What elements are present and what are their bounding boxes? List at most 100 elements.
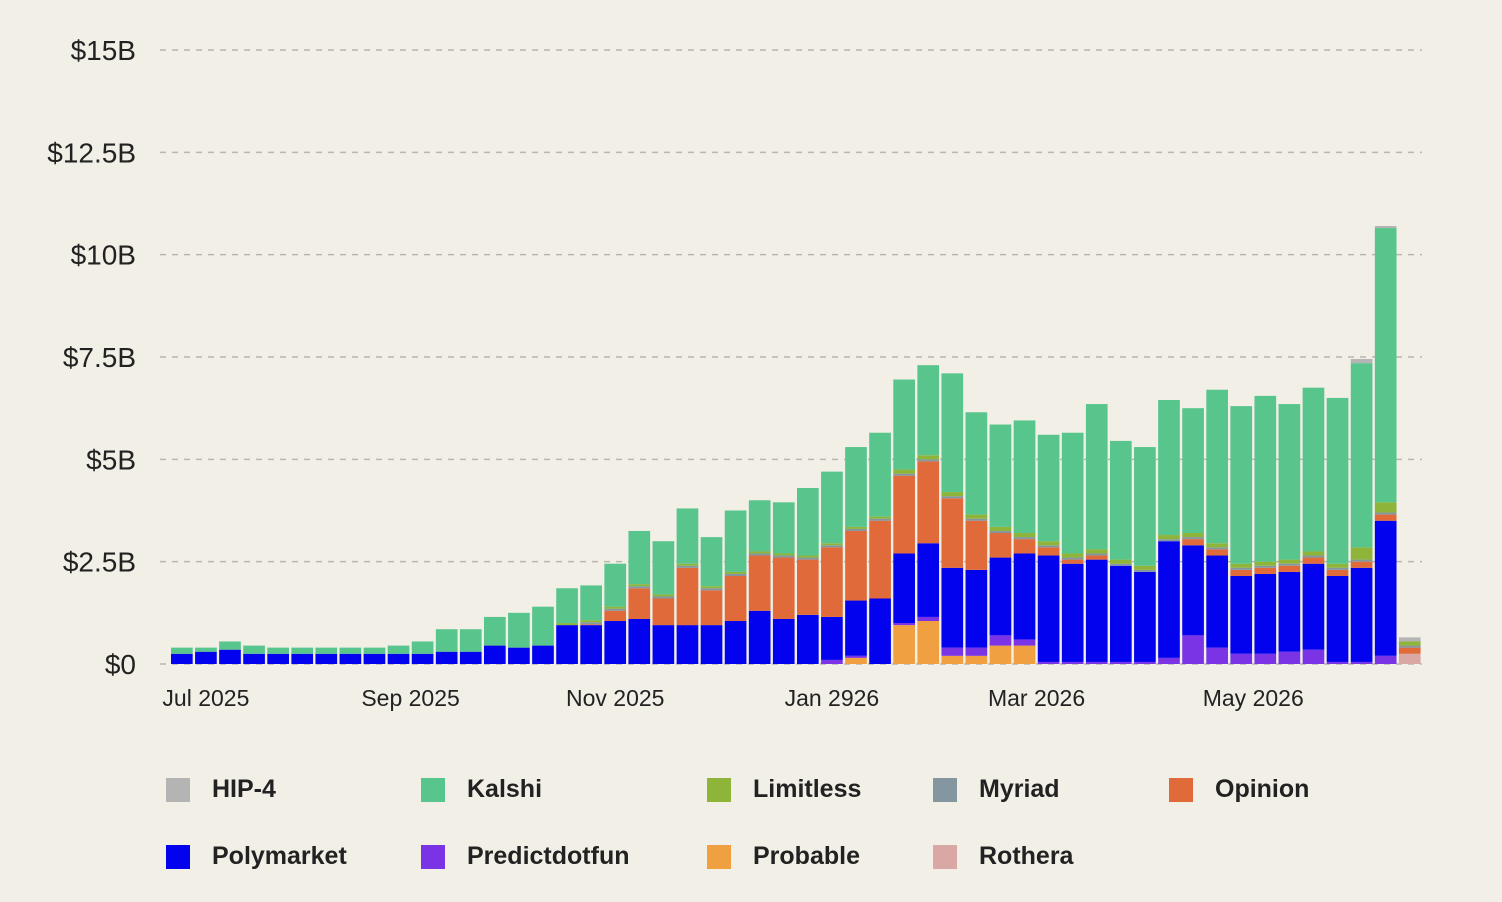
y-tick-label: $5B [86, 444, 136, 475]
bar-segment-polymarket [652, 625, 675, 664]
bar-segment-myriad [1206, 547, 1228, 550]
bar-segment-predictdotfun [1134, 661, 1156, 664]
bar-segment-opinion [1374, 514, 1397, 521]
bar-segment-myriad [1278, 563, 1301, 566]
bar-segment-kalshi [363, 647, 386, 654]
bar-segment-polymarket [484, 645, 506, 664]
bar-segment-kalshi [1134, 447, 1156, 566]
bar-segment-predictdotfun [989, 635, 1012, 646]
bar-segment-probable [989, 645, 1012, 664]
bar-segment-limitless [1206, 543, 1228, 548]
bar-segment-limitless [989, 526, 1012, 531]
bar-segment-opinion [821, 547, 843, 617]
bar-segment-limitless [1013, 533, 1036, 538]
bar-segment-polymarket [797, 614, 819, 664]
bar-segment-limitless [772, 553, 795, 556]
bar-segment-opinion [772, 557, 795, 619]
y-tick-label: $7.5B [63, 342, 136, 373]
bar-segment-kalshi [1110, 440, 1132, 560]
y-tick-label: $15B [71, 35, 136, 66]
bar-segment-polymarket [989, 557, 1012, 636]
bar-segment-polymarket [772, 618, 795, 664]
bar-segment-predictdotfun [1302, 649, 1325, 664]
bar-segment-kalshi [1206, 389, 1228, 544]
bar-segment-kalshi [339, 647, 362, 654]
bar-segment-polymarket [917, 543, 940, 617]
bar-segment-limitless [1374, 502, 1397, 513]
bar-segment-myriad [869, 518, 891, 521]
bar-segment-limitless [1061, 553, 1084, 558]
x-tick-label: Jul 2025 [162, 685, 249, 711]
bar-segment-predictdotfun [1230, 653, 1253, 664]
bar-segment-predictdotfun [1110, 661, 1132, 664]
bar-segment-myriad [1350, 559, 1373, 562]
bar-segment-limitless [700, 586, 723, 589]
bar-segment-probable [1013, 645, 1036, 664]
bar-segment-limitless [724, 571, 747, 574]
bar-segment-kalshi [628, 530, 651, 585]
bar-segment-predictdotfun [1037, 661, 1060, 664]
bar-segment-myriad [1085, 553, 1108, 556]
bar-segment-kalshi [797, 487, 819, 556]
bar-segment-limitless [1158, 535, 1180, 540]
bar-segment-polymarket [1061, 563, 1084, 662]
bar-segment-kalshi [965, 412, 988, 515]
bar-segment-opinion [700, 590, 723, 626]
bar-segment-opinion [1326, 569, 1349, 576]
bar-segment-polymarket [1302, 563, 1325, 650]
bar-segment-limitless [797, 555, 819, 558]
bar-segment-kalshi [652, 541, 675, 595]
bar-segment-rothera [1398, 653, 1421, 664]
bar-segment-limitless [845, 526, 867, 529]
bar-segment-kalshi [604, 563, 627, 607]
bar-segment-predictdotfun [965, 647, 988, 656]
bar-segment-kalshi [1013, 420, 1036, 534]
bar-segment-limitless [1182, 533, 1204, 538]
bar-segment-kalshi [315, 647, 338, 654]
bar-segment-polymarket [604, 621, 627, 664]
bar-segment-limitless [1230, 563, 1253, 568]
bar-segment-kalshi [580, 585, 602, 621]
bar-segment-limitless [1278, 559, 1301, 564]
bar-segment-polymarket [869, 598, 891, 664]
bar-segment-polymarket [676, 625, 699, 664]
bar-segment-limitless [604, 606, 627, 609]
bar-segment-opinion [1278, 565, 1301, 572]
bar-segment-limitless [1302, 551, 1325, 556]
bar-segment-polymarket [724, 621, 747, 664]
bar-segment-polymarket [339, 653, 362, 664]
bar-segment-polymarket [1158, 541, 1180, 658]
bar-segment-polymarket [411, 653, 434, 664]
bar-segment-probable [941, 655, 964, 664]
bars [171, 226, 1421, 664]
bar-segment-opinion [1182, 539, 1204, 546]
bar-segment-limitless [917, 455, 940, 460]
bar-segment-predictdotfun [941, 647, 964, 656]
bar-segment-polymarket [1206, 555, 1228, 648]
bar-segment-polymarket [700, 625, 723, 664]
bar-segment-predictdotfun [1278, 651, 1301, 664]
bar-segment-polymarket [291, 653, 314, 664]
bar-segment-polymarket [1134, 571, 1156, 662]
x-tick-label: Mar 2026 [988, 685, 1085, 711]
bar-segment-opinion [845, 530, 867, 601]
bar-segment-polymarket [459, 651, 482, 664]
bar-segment-myriad [797, 557, 819, 560]
bar-segment-polymarket [508, 647, 530, 664]
bar-segment-polymarket [1350, 567, 1373, 662]
bar-segment-kalshi [1326, 397, 1349, 564]
bar-segment-myriad [941, 496, 964, 499]
bar-segment-polymarket [387, 653, 410, 664]
bar-segment-polymarket [941, 567, 964, 648]
bar-segment-myriad [676, 565, 699, 568]
bar-segment-polymarket [435, 651, 458, 664]
bar-segment-predictdotfun [1158, 657, 1180, 664]
bar-segment-kalshi [1278, 404, 1301, 560]
bar-segment-myriad [604, 608, 627, 611]
bar-segment-kalshi [1254, 395, 1277, 562]
bar-segment-kalshi [1302, 387, 1325, 552]
bar-segment-hip-4 [1398, 637, 1421, 642]
bar-segment-kalshi [1350, 363, 1373, 548]
bar-segment-opinion [604, 610, 627, 622]
bar-segment-kalshi [484, 616, 506, 646]
